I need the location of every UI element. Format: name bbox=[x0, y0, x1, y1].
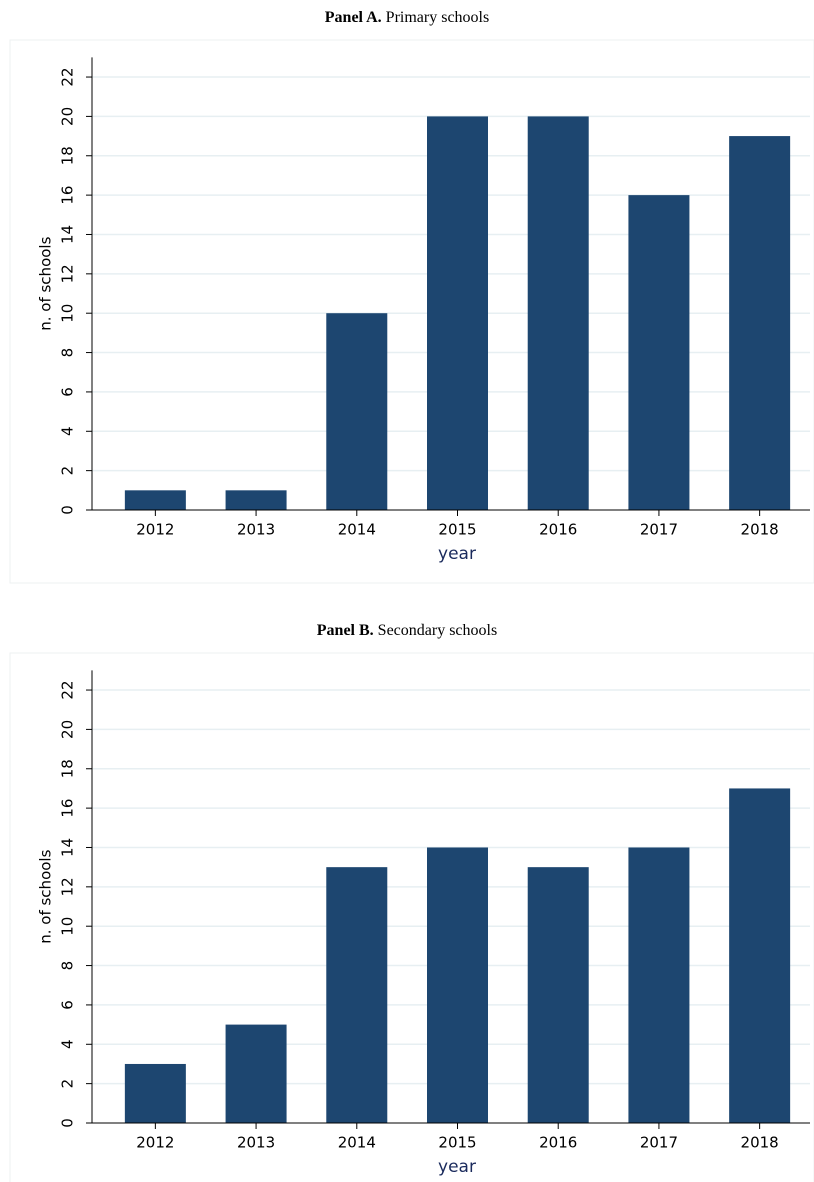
y-tick-label: 20 bbox=[59, 107, 77, 126]
y-tick-label: 14 bbox=[59, 225, 77, 244]
panel-frame bbox=[9, 652, 814, 1182]
x-tick-label: 2012 bbox=[136, 521, 174, 539]
bar bbox=[225, 1024, 287, 1123]
y-tick-label: 8 bbox=[59, 961, 77, 971]
panel-label: Panel B. bbox=[317, 622, 374, 639]
x-tick-label: 2016 bbox=[539, 1134, 577, 1152]
y-tick-label: 20 bbox=[59, 720, 77, 739]
y-tick-label: 18 bbox=[59, 759, 77, 778]
bar bbox=[326, 313, 388, 510]
y-axis-title: n. of schools bbox=[37, 849, 55, 943]
x-tick-label: 2017 bbox=[640, 1134, 678, 1152]
x-axis-title: year bbox=[438, 544, 476, 564]
y-tick-label: 6 bbox=[59, 387, 77, 397]
panel-title: Panel B. Secondary schools bbox=[317, 622, 497, 639]
x-tick-label: 2015 bbox=[438, 521, 476, 539]
x-tick-label: 2013 bbox=[237, 1134, 275, 1152]
panel-name: Primary schools bbox=[386, 9, 490, 26]
y-tick-label: 4 bbox=[59, 427, 77, 437]
panel-name: Secondary schools bbox=[378, 622, 498, 639]
y-tick-label: 10 bbox=[59, 304, 77, 323]
x-tick-label: 2014 bbox=[338, 521, 376, 539]
x-tick-label: 2018 bbox=[741, 1134, 779, 1152]
y-tick-label: 2 bbox=[59, 1079, 77, 1089]
bar bbox=[729, 136, 791, 510]
y-tick-label: 14 bbox=[59, 838, 77, 857]
bar bbox=[729, 788, 791, 1123]
x-axis-title: year bbox=[438, 1157, 476, 1177]
bar bbox=[628, 195, 690, 510]
bar bbox=[628, 847, 690, 1123]
panel-label: Panel A. bbox=[325, 9, 382, 26]
y-tick-label: 12 bbox=[59, 877, 77, 896]
y-tick-label: 22 bbox=[59, 680, 77, 699]
y-tick-label: 12 bbox=[59, 264, 77, 283]
bar bbox=[326, 867, 388, 1123]
bar bbox=[427, 847, 488, 1123]
bar bbox=[527, 867, 589, 1123]
bar bbox=[427, 116, 488, 511]
bar bbox=[527, 116, 589, 511]
y-tick-label: 0 bbox=[59, 1118, 77, 1128]
y-tick-label: 0 bbox=[59, 505, 77, 515]
y-axis-title: n. of schools bbox=[37, 236, 55, 330]
y-tick-label: 2 bbox=[59, 466, 77, 476]
panel-frame bbox=[9, 39, 814, 584]
bar bbox=[124, 490, 186, 510]
x-tick-label: 2016 bbox=[539, 521, 577, 539]
y-tick-label: 8 bbox=[59, 348, 77, 358]
bar bbox=[225, 490, 287, 510]
x-tick-label: 2018 bbox=[741, 521, 779, 539]
x-tick-label: 2017 bbox=[640, 521, 678, 539]
x-tick-label: 2013 bbox=[237, 521, 275, 539]
y-tick-label: 6 bbox=[59, 1000, 77, 1010]
x-tick-label: 2014 bbox=[338, 1134, 376, 1152]
y-tick-label: 18 bbox=[59, 146, 77, 165]
y-tick-label: 10 bbox=[59, 917, 77, 936]
x-tick-label: 2012 bbox=[136, 1134, 174, 1152]
y-tick-label: 16 bbox=[59, 799, 77, 818]
y-tick-label: 22 bbox=[59, 67, 77, 86]
bar bbox=[124, 1063, 186, 1123]
y-tick-label: 16 bbox=[59, 186, 77, 205]
y-tick-label: 4 bbox=[59, 1040, 77, 1050]
panel-title: Panel A. Primary schools bbox=[325, 9, 489, 26]
x-tick-label: 2015 bbox=[438, 1134, 476, 1152]
